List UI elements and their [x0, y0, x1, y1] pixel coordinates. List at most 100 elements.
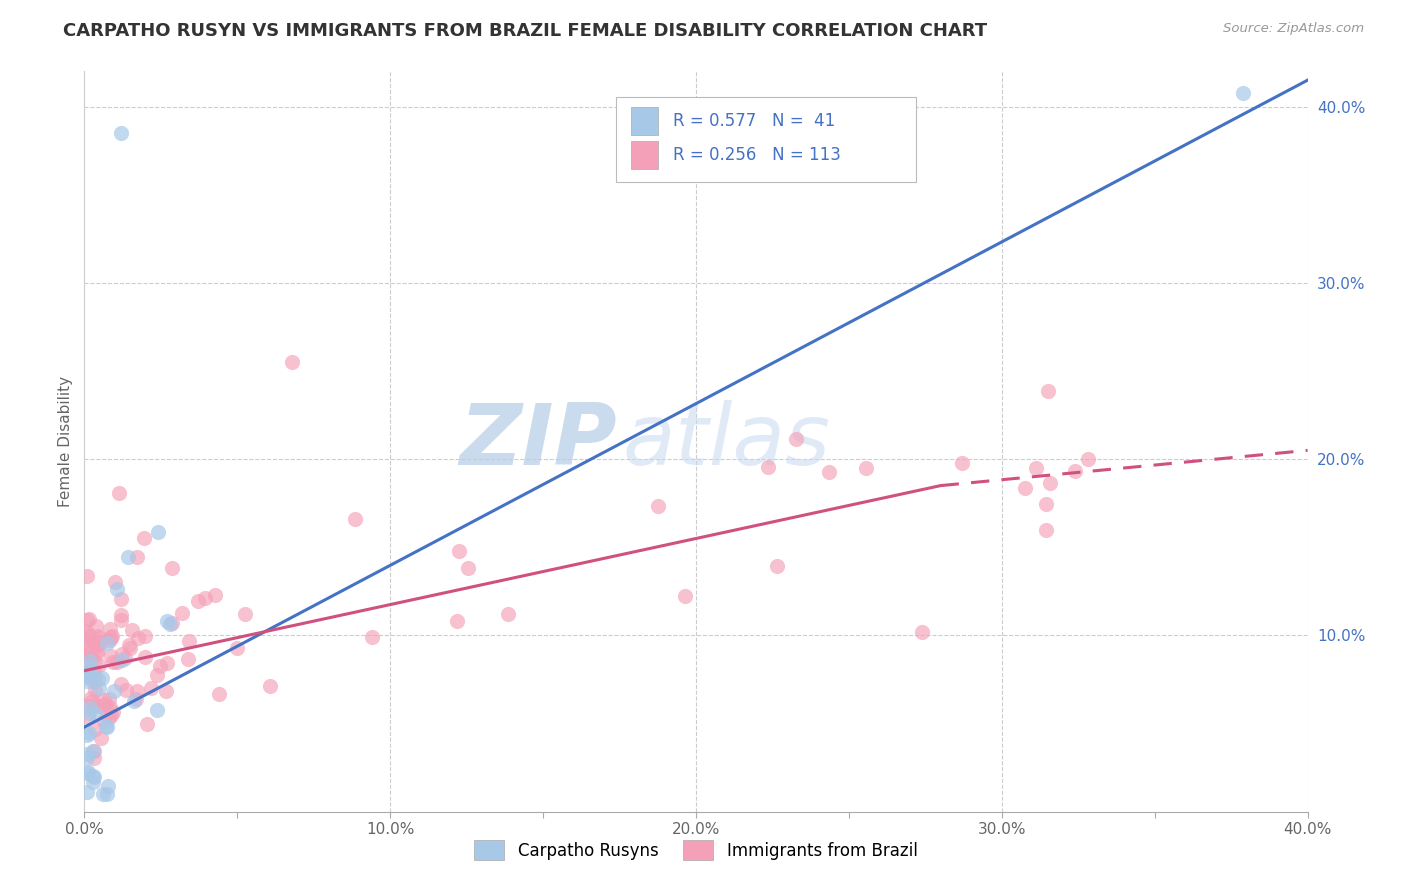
Point — [83, 682, 105, 697]
Point — [911, 625, 934, 640]
Point — [82, 775, 104, 789]
Point — [110, 676, 132, 690]
Point — [1064, 464, 1087, 478]
Point — [90, 635, 112, 649]
Point — [785, 432, 807, 446]
Point — [360, 631, 382, 645]
Point — [673, 590, 696, 604]
Point — [76, 613, 98, 627]
Point — [86, 639, 108, 653]
Point — [457, 561, 479, 575]
Point — [1035, 523, 1057, 537]
Point — [76, 751, 98, 765]
Bar — [616, 97, 917, 183]
Point — [96, 779, 118, 793]
Point — [77, 646, 100, 660]
Point — [77, 764, 100, 779]
Point — [77, 666, 100, 681]
Text: Source: ZipAtlas.com: Source: ZipAtlas.com — [1223, 22, 1364, 36]
Point — [84, 722, 107, 736]
Point — [82, 744, 104, 758]
Point — [160, 615, 183, 630]
Point — [83, 751, 105, 765]
Point — [149, 659, 172, 673]
Point — [134, 629, 156, 643]
Point — [208, 687, 231, 701]
Point — [96, 787, 118, 801]
Text: atlas: atlas — [623, 400, 831, 483]
Point — [76, 666, 98, 681]
Point — [77, 659, 100, 673]
Point — [110, 591, 132, 606]
Point — [204, 588, 226, 602]
Point — [76, 766, 98, 780]
Point — [76, 728, 98, 742]
Point — [110, 613, 132, 627]
Point — [84, 707, 107, 722]
Point — [94, 702, 117, 716]
Point — [91, 787, 114, 801]
Point — [108, 486, 131, 500]
Point — [114, 651, 136, 665]
Point — [179, 634, 201, 648]
Point — [87, 658, 110, 673]
Point — [76, 628, 98, 642]
Legend: Carpatho Rusyns, Immigrants from Brazil: Carpatho Rusyns, Immigrants from Brazil — [468, 834, 924, 866]
Point — [105, 655, 128, 669]
Point — [259, 679, 281, 693]
Point — [83, 675, 105, 690]
Point — [103, 683, 125, 698]
Point — [1035, 497, 1057, 511]
Point — [111, 653, 134, 667]
Point — [100, 630, 122, 644]
Point — [159, 617, 181, 632]
Point — [77, 612, 100, 626]
Point — [76, 747, 98, 761]
Point — [122, 694, 145, 708]
Point — [77, 726, 100, 740]
Point — [125, 691, 148, 706]
Point — [226, 641, 249, 656]
Point — [76, 785, 98, 799]
Point — [121, 623, 143, 637]
Point — [96, 720, 118, 734]
Point — [87, 631, 110, 645]
Point — [855, 460, 877, 475]
Point — [93, 714, 115, 729]
Point — [343, 512, 366, 526]
Point — [79, 670, 101, 684]
Point — [86, 646, 108, 660]
Point — [160, 561, 183, 575]
Point — [87, 642, 110, 657]
Point — [194, 591, 217, 606]
Text: ZIP: ZIP — [458, 400, 616, 483]
Point — [101, 705, 124, 719]
Point — [1025, 460, 1047, 475]
Point — [87, 629, 110, 643]
Point — [79, 629, 101, 643]
Point — [100, 708, 122, 723]
Point — [96, 719, 118, 733]
Point — [446, 614, 468, 628]
Point — [76, 568, 98, 582]
Point — [83, 672, 105, 686]
Point — [118, 638, 141, 652]
Point — [101, 655, 124, 669]
Point — [156, 656, 179, 670]
Point — [76, 640, 98, 655]
Bar — [631, 141, 658, 169]
Text: R = 0.256   N = 113: R = 0.256 N = 113 — [672, 146, 841, 164]
Point — [98, 711, 121, 725]
Point — [134, 650, 156, 665]
Point — [94, 697, 117, 711]
Point — [90, 731, 112, 746]
Point — [86, 638, 108, 652]
Point — [93, 692, 115, 706]
Point — [155, 683, 177, 698]
Point — [89, 699, 111, 714]
Point — [1077, 451, 1099, 466]
Point — [80, 694, 103, 708]
Point — [111, 647, 134, 661]
Point — [127, 631, 149, 645]
Point — [187, 593, 209, 607]
